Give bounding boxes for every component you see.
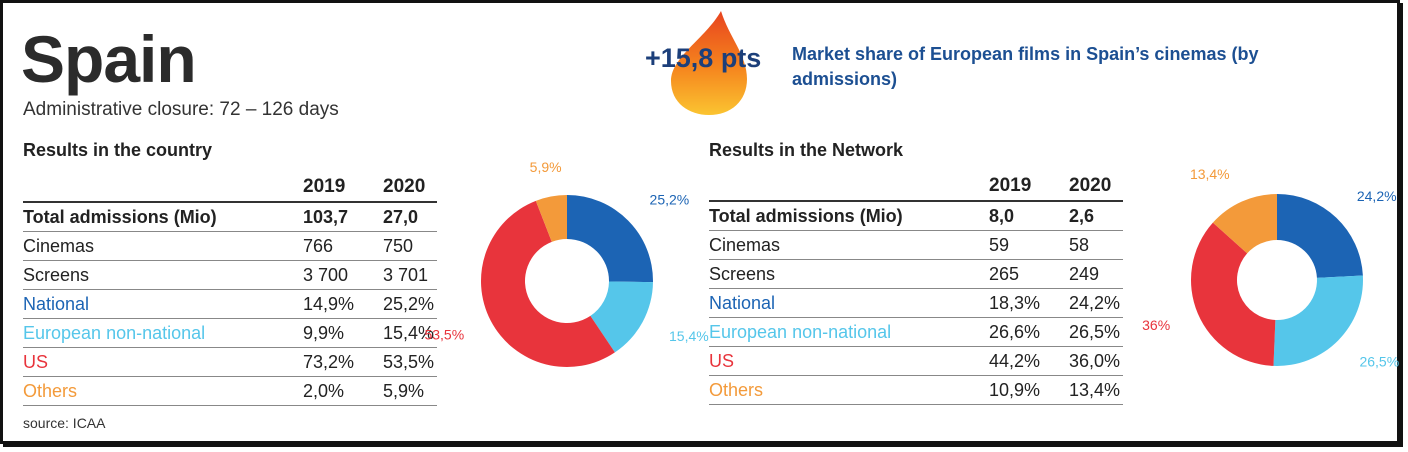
value-2019: 766 xyxy=(303,231,383,261)
donut-label-others: 13,4% xyxy=(1190,166,1230,182)
value-2020: 25,2% xyxy=(383,289,437,319)
value-2020: 53,5% xyxy=(383,347,437,377)
row-label: Cinemas xyxy=(709,230,989,260)
value-2020: 15,4% xyxy=(383,318,437,348)
row-label: Others xyxy=(709,375,989,405)
value-2019: 59 xyxy=(989,230,1069,260)
column-header-2020: 2020 xyxy=(1069,175,1112,196)
flame-drop-icon xyxy=(671,11,747,115)
value-2019: 8,0 xyxy=(989,200,1069,231)
row-label: US xyxy=(23,347,303,377)
value-2019: 9,9% xyxy=(303,318,383,348)
value-2020: 27,0 xyxy=(383,201,437,232)
table-row: European non-national 26,6% 26,5% xyxy=(709,317,1123,347)
row-label: US xyxy=(709,346,989,376)
source-note: source: ICAA xyxy=(23,415,106,431)
donut-slice-european-non-national xyxy=(1273,275,1363,366)
value-2020: 13,4% xyxy=(1069,375,1123,405)
value-2019: 14,9% xyxy=(303,289,383,319)
value-2019: 26,6% xyxy=(989,317,1069,347)
value-2020: 58 xyxy=(1069,230,1123,260)
table-row: US 73,2% 53,5% xyxy=(23,347,437,377)
row-label: Screens xyxy=(709,259,989,289)
value-2020: 3 701 xyxy=(383,260,437,290)
value-2019: 10,9% xyxy=(989,375,1069,405)
table-header-blank xyxy=(709,172,989,201)
table-row: National 18,3% 24,2% xyxy=(709,288,1123,318)
value-2019: 18,3% xyxy=(989,288,1069,318)
network-section-title: Results in the Network xyxy=(709,140,904,160)
table-row: European non-national 9,9% 15,4% xyxy=(23,318,437,348)
table-row: National 14,9% 25,2% xyxy=(23,289,437,319)
page-title: Spain xyxy=(21,22,197,96)
value-2019: 44,2% xyxy=(989,346,1069,376)
market-share-headline: Market share of European films in Spain’… xyxy=(792,44,1259,89)
column-header-2019: 2019 xyxy=(989,175,1032,196)
donut-slice-others xyxy=(1212,194,1277,254)
donut-label-european-non-national: 15,4% xyxy=(669,328,709,344)
country-results-table: 2019 2020 Total admissions (Mio) 103,7 2… xyxy=(23,173,437,406)
table-header-row: 2019 2020 xyxy=(709,172,1123,201)
donut-label-european-non-national: 26,5% xyxy=(1359,354,1399,370)
table-row: Cinemas 766 750 xyxy=(23,231,437,261)
value-2020: 2,6 xyxy=(1069,200,1123,231)
table-header-row: 2019 2020 xyxy=(23,173,437,202)
row-label: National xyxy=(709,288,989,318)
donut-label-national: 24,2% xyxy=(1357,188,1397,204)
donut-slice-national xyxy=(567,195,653,283)
table-row: Screens 3 700 3 701 xyxy=(23,260,437,290)
page-subtitle: Administrative closure: 72 – 126 days xyxy=(23,99,339,120)
donut-slice-us xyxy=(480,200,615,368)
table-row: Others 2,0% 5,9% xyxy=(23,376,437,406)
table-row: US 44,2% 36,0% xyxy=(709,346,1123,376)
value-2019: 3 700 xyxy=(303,260,383,290)
row-label: Others xyxy=(23,376,303,406)
network-donut-chart: 24,2% 26,5% 36% 13,4% xyxy=(1142,166,1399,369)
value-2019: 2,0% xyxy=(303,376,383,406)
table-header-blank xyxy=(23,173,303,202)
donut-slice-national xyxy=(1277,194,1363,278)
donut-label-national: 25,2% xyxy=(650,191,690,207)
row-label: National xyxy=(23,289,303,319)
table-row: Cinemas 59 58 xyxy=(709,230,1123,260)
network-results-table: 2019 2020 Total admissions (Mio) 8,0 2,6… xyxy=(709,172,1123,405)
country-donut-chart: 25,2% 15,4% 53,5% 5,9% xyxy=(424,159,709,368)
table-row: Others 10,9% 13,4% xyxy=(709,375,1123,405)
country-section-title: Results in the country xyxy=(23,140,213,160)
value-2019: 73,2% xyxy=(303,347,383,377)
value-2020: 249 xyxy=(1069,259,1123,289)
donut-label-others: 5,9% xyxy=(530,159,562,175)
value-2020: 750 xyxy=(383,231,437,261)
row-label: Total admissions (Mio) xyxy=(709,200,989,231)
infographic-frame: Spain Administrative closure: 72 – 126 d… xyxy=(0,0,1400,444)
donut-label-us: 53,5% xyxy=(424,327,464,343)
value-2020: 26,5% xyxy=(1069,317,1123,347)
row-label: European non-national xyxy=(23,318,303,348)
donut-slice-european-non-national xyxy=(590,281,653,353)
donut-slice-others xyxy=(535,195,567,242)
row-label: Cinemas xyxy=(23,231,303,261)
table-row: Screens 265 249 xyxy=(709,259,1123,289)
value-2020: 36,0% xyxy=(1069,346,1123,376)
column-header-2020: 2020 xyxy=(383,176,426,197)
row-label: Total admissions (Mio) xyxy=(23,201,303,232)
column-header-2019: 2019 xyxy=(303,176,346,197)
share-change-badge: +15,8 pts xyxy=(645,43,762,73)
donut-label-us: 36% xyxy=(1142,317,1170,333)
table-row: Total admissions (Mio) 103,7 27,0 xyxy=(23,201,437,232)
value-2019: 265 xyxy=(989,259,1069,289)
value-2020: 24,2% xyxy=(1069,288,1123,318)
value-2019: 103,7 xyxy=(303,201,383,232)
value-2020: 5,9% xyxy=(383,376,437,406)
table-row: Total admissions (Mio) 8,0 2,6 xyxy=(709,200,1123,231)
donut-slice-us xyxy=(1191,222,1276,366)
row-label: Screens xyxy=(23,260,303,290)
row-label: European non-national xyxy=(709,317,989,347)
